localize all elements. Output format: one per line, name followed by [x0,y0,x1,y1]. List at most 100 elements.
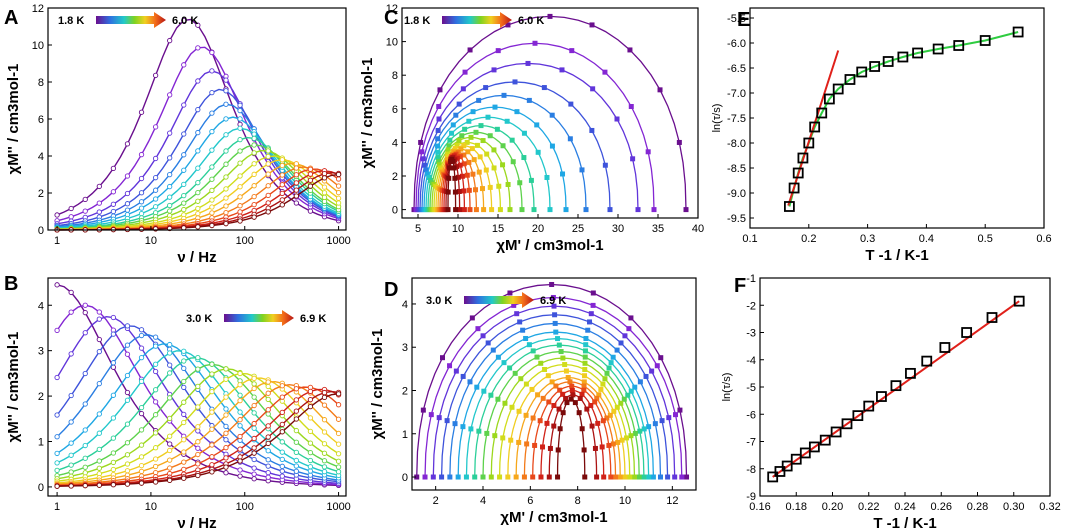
data-point [466,159,472,165]
data-point [579,426,585,432]
data-point [538,474,544,480]
data-point [321,450,328,456]
data-point [658,474,663,480]
data-point [665,474,671,480]
fit-red [787,50,840,206]
data-point [124,440,131,446]
data-point [790,453,802,465]
data-point [579,391,585,397]
data-point [568,396,574,402]
data-point [223,412,229,418]
data-point [537,418,543,424]
data-point [209,110,215,116]
data-point [679,474,685,480]
data-point [472,474,478,480]
data-point [783,201,795,212]
data-point [584,406,590,412]
y-tick-label: -5 [746,382,756,394]
x-tick-label: 0.1 [742,233,757,245]
panel-label: B [4,273,18,295]
data-point [649,368,655,374]
data-point [195,78,201,84]
data-point [167,415,173,422]
data-point [195,354,201,361]
data-point [530,474,536,480]
data-point [223,195,229,201]
data-point [223,464,229,470]
data-point [138,468,145,475]
data-point [490,347,496,353]
data-point [124,421,131,427]
data-point [195,205,201,212]
x-tick-label: 0.20 [822,501,843,513]
data-point [513,474,519,480]
data-point [460,373,466,379]
data-point [419,149,425,155]
data-point [897,51,909,63]
data-point [251,471,257,477]
data-point [335,189,342,196]
data-point [152,387,159,393]
data-point [545,373,551,379]
data-point [82,483,88,489]
data-point [552,320,558,326]
data-point [209,462,215,468]
data-point [223,210,229,216]
data-point [808,441,820,453]
data-point [592,399,598,405]
data-point [68,205,74,212]
data-point [138,151,145,158]
data-point [110,435,117,441]
data-point [445,147,451,153]
data-point [557,387,563,393]
data-point [418,139,424,145]
data-point [209,204,215,210]
y-tick-label: -9.0 [727,188,746,200]
data-point [628,388,634,394]
data-point [138,405,145,411]
data-point [223,430,229,436]
data-point [209,197,215,203]
data-point [437,87,443,93]
data-point [905,367,916,379]
data-point [452,421,458,427]
x-tick-label: 0.32 [1039,501,1060,513]
data-point [435,127,441,133]
data-point [560,410,566,416]
data-point [555,447,561,453]
data-point [469,315,475,321]
y-tick-label: 4 [392,137,398,149]
plot-frame [749,7,1045,229]
data-point [496,183,502,189]
y-tick-label: -6.5 [727,63,746,75]
data-point [251,214,257,220]
data-point [450,122,456,128]
data-point [167,477,173,484]
y-tick-label: 2 [392,171,398,183]
data-point [223,116,229,122]
panel-label: E [737,9,750,31]
data-point [82,427,88,433]
data-point [265,148,271,154]
data-point [508,437,514,443]
data-point [237,184,243,190]
data-point [293,416,299,422]
data-point [521,130,527,136]
data-point [293,180,299,186]
data-point [138,411,145,417]
data-point [611,408,617,414]
data-point [167,155,173,161]
data-point [138,199,145,205]
data-point [138,345,145,351]
data-point [461,188,467,194]
data-point [237,370,243,377]
data-point [439,474,445,480]
data-point [461,143,467,149]
data-point [547,207,553,213]
data-point [544,420,550,426]
data-point [321,458,328,464]
data-point [532,40,538,46]
data-point [110,450,117,456]
data-point [677,407,683,413]
